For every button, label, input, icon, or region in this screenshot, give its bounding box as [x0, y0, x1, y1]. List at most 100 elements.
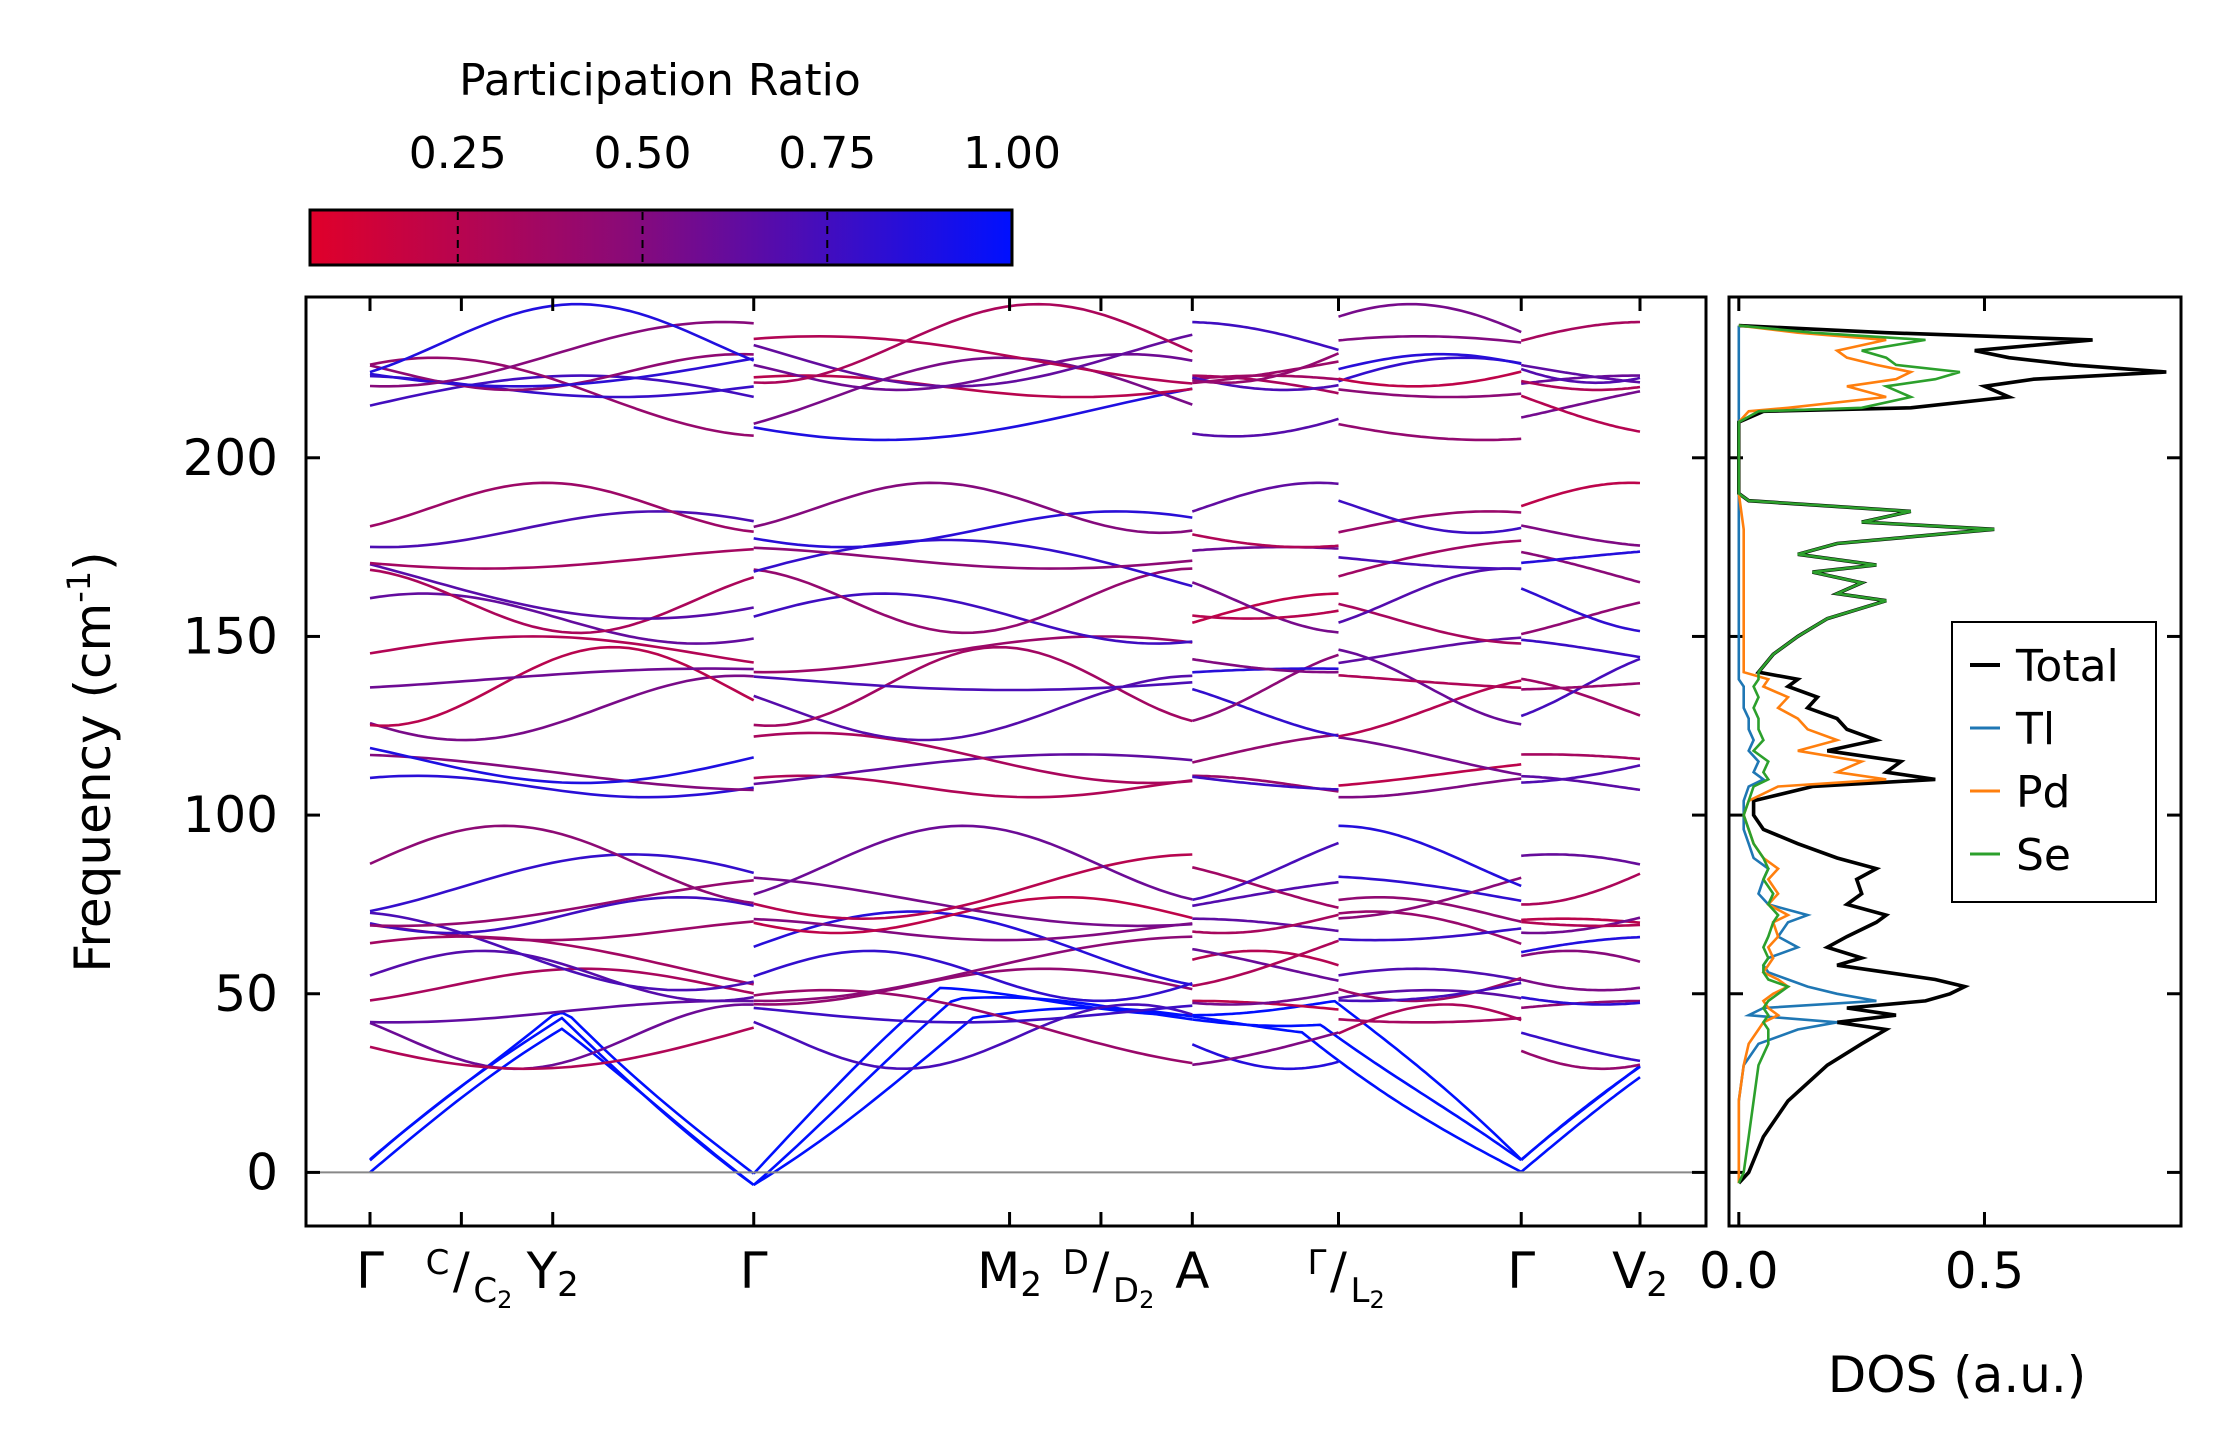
band-line — [1520, 390, 1641, 419]
band-line — [753, 334, 1193, 385]
x-tick-label: Γ — [1507, 1242, 1535, 1300]
band-line — [1338, 777, 1522, 799]
dos-x-tick-label: 0.5 — [1945, 1242, 2025, 1300]
band-line — [1192, 1031, 1339, 1067]
svg-text:C2: C2 — [473, 1271, 512, 1314]
x-tick-label: Γ — [356, 1242, 384, 1300]
y-tick-label: 150 — [183, 607, 278, 665]
band-line — [1338, 988, 1522, 1000]
band-line — [753, 374, 1193, 399]
band-line — [753, 1004, 1193, 1024]
band-line — [1521, 638, 1641, 659]
legend-label-pd: Pd — [2016, 767, 2070, 818]
band-line — [1338, 556, 1522, 570]
band-line — [1520, 1064, 1641, 1161]
x-split-label: D / D2 — [1063, 1242, 1155, 1314]
band-line — [369, 824, 754, 905]
band-line — [753, 387, 1193, 442]
legend-label-tl: Tl — [2015, 704, 2055, 755]
y-tick-label: 50 — [214, 965, 278, 1023]
band-line — [1191, 592, 1339, 624]
band-line — [369, 645, 755, 728]
band-line — [1192, 320, 1339, 352]
band-line — [1520, 320, 1641, 343]
band-line — [1521, 677, 1641, 717]
band-line — [753, 876, 1193, 928]
band-line — [1521, 764, 1641, 784]
band-line — [753, 853, 1193, 921]
y-tick-label: 200 — [183, 429, 278, 487]
band-line — [1520, 394, 1641, 433]
band-line — [753, 481, 1193, 535]
band-line — [1338, 388, 1522, 399]
band-line — [1192, 947, 1339, 982]
band-line — [753, 510, 1193, 549]
svg-text:D: D — [1063, 1243, 1089, 1283]
band-line — [1520, 978, 1641, 992]
svg-text:Γ: Γ — [1308, 1243, 1327, 1283]
band-line — [1338, 422, 1522, 442]
dos-line-se — [1737, 324, 1995, 1184]
band-line — [753, 592, 1193, 645]
band-line — [1192, 609, 1339, 620]
band-line — [753, 917, 1193, 942]
band-line — [1338, 1016, 1522, 1024]
colorbar-tick-label: 0.75 — [778, 128, 876, 179]
band-line — [369, 999, 754, 1024]
band-line — [369, 1011, 755, 1175]
colorbar-tick-label: 0.25 — [409, 128, 507, 179]
dos-x-tick-label: 0.0 — [1699, 1242, 1779, 1300]
band-line — [1338, 875, 1522, 903]
band-line — [1338, 567, 1522, 624]
dos-x-axis-label: DOS (a.u.) — [1828, 1346, 2087, 1404]
band-line — [753, 333, 1193, 388]
band-line — [1192, 913, 1339, 935]
band-line — [753, 546, 1193, 570]
y-tick-label: 100 — [183, 786, 278, 844]
y-tick-label: 0 — [246, 1143, 278, 1201]
band-line — [753, 1003, 1193, 1071]
svg-text:/: / — [1093, 1242, 1110, 1300]
band-line — [1520, 524, 1641, 547]
band-line — [1192, 1018, 1340, 1039]
band-line — [1338, 334, 1522, 344]
x-tick-label: V2 — [1612, 1242, 1668, 1305]
band-line — [1192, 417, 1339, 438]
band-line — [1191, 581, 1339, 634]
dos-legend: Total Tl Pd Se — [1951, 621, 2157, 903]
band-line — [369, 356, 754, 437]
band-line — [1337, 1002, 1523, 1161]
band-line — [1338, 674, 1522, 690]
svg-text:/: / — [1330, 1242, 1347, 1300]
colorbar-tick-label: 0.50 — [594, 128, 692, 179]
dos-line-pd — [1737, 324, 1915, 1184]
band-line — [1338, 352, 1522, 371]
band-line — [1191, 866, 1339, 909]
band-line — [1338, 539, 1522, 578]
band-line — [1520, 379, 1641, 392]
band-line — [753, 356, 1193, 425]
colorbar: Participation Ratio 0.25 0.50 0.75 1.00 — [308, 55, 1061, 267]
band-line — [1521, 374, 1640, 385]
band-line — [369, 635, 754, 664]
band-line — [1521, 920, 1641, 928]
band-line — [1192, 360, 1339, 385]
band-line — [369, 1003, 754, 1071]
band-line — [1192, 533, 1339, 549]
band-line — [752, 986, 1193, 1175]
band-line — [1191, 733, 1339, 764]
band-line — [1337, 1059, 1522, 1174]
band-line — [753, 675, 1193, 692]
dos-plot: 0.0 0.5 DOS (a.u.) Total Tl Pd Se — [1699, 295, 2183, 1404]
band-line — [369, 568, 755, 635]
band-line — [1520, 1076, 1641, 1173]
band-line — [1520, 935, 1641, 954]
band-line — [753, 731, 1193, 785]
band-line — [1521, 682, 1641, 691]
x-tick-label: A — [1175, 1242, 1209, 1300]
band-line — [1338, 967, 1522, 982]
x-tick-label: Y2 — [526, 1242, 579, 1305]
band-line — [369, 935, 754, 986]
band-line — [1192, 1015, 1340, 1062]
